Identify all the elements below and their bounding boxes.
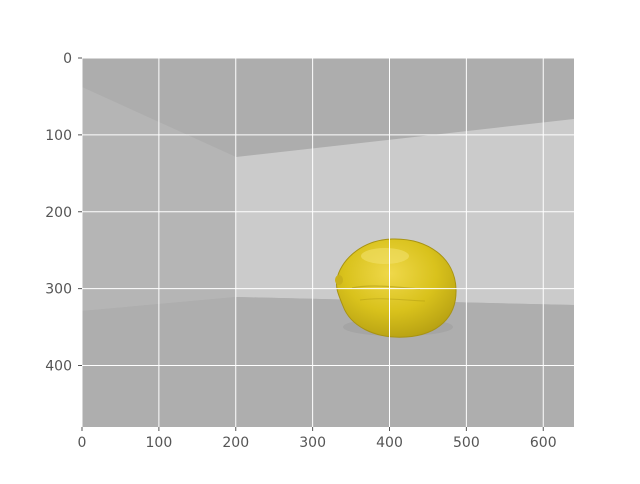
- y-axis-ticks: 0 100 200 300 400: [45, 51, 82, 375]
- image-area: [82, 58, 574, 427]
- y-tick-label: 400: [45, 359, 72, 375]
- lemon-tip: [335, 275, 343, 285]
- surface-front: [82, 297, 574, 427]
- lemon-body: [336, 238, 457, 338]
- lemon-texture-2: [359, 298, 426, 302]
- x-tick-label: 0: [78, 435, 87, 451]
- y-tick-label: 0: [63, 51, 72, 67]
- lemon-highlight: [361, 248, 409, 264]
- x-tick-label: 200: [222, 435, 249, 451]
- y-tick-label: 200: [45, 205, 72, 221]
- y-tick-label: 300: [45, 282, 72, 298]
- x-tick-label: 100: [146, 435, 173, 451]
- x-axis-ticks: 0 100 200 300 400 500 600: [78, 427, 557, 451]
- y-tick-label: 100: [45, 128, 72, 144]
- x-tick-label: 500: [453, 435, 480, 451]
- x-tick-label: 300: [299, 435, 326, 451]
- x-tick-label: 600: [530, 435, 557, 451]
- lemon: [335, 238, 457, 338]
- x-tick-label: 400: [376, 435, 403, 451]
